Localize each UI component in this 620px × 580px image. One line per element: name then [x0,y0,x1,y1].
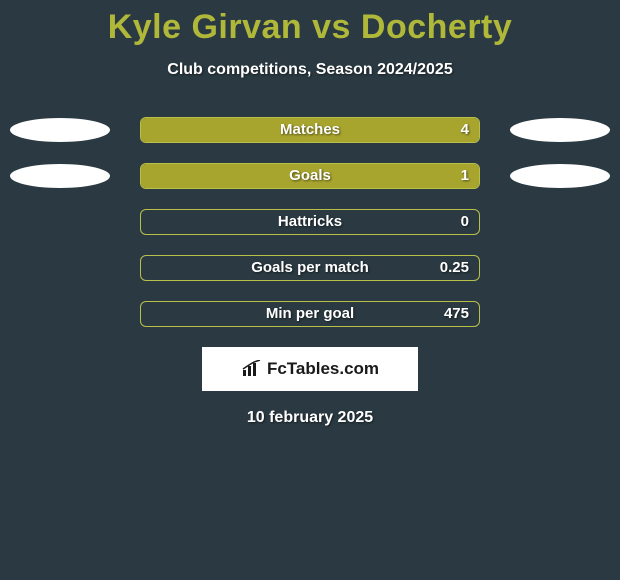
player-left-marker [10,164,110,188]
stat-value: 4 [461,121,469,138]
stat-label: Min per goal [141,305,479,322]
page-subtitle: Club competitions, Season 2024/2025 [0,61,620,79]
logo-box: FcTables.com [202,347,418,391]
stat-label: Goals per match [141,259,479,276]
stat-row: Min per goal475 [0,301,620,327]
stat-value: 475 [444,305,469,322]
logo-text: FcTables.com [267,359,379,379]
page-title: Kyle Girvan vs Docherty [0,0,620,47]
stats-container: Matches4Goals1Hattricks0Goals per match0… [0,117,620,327]
stat-label: Hattricks [141,213,479,230]
stat-bar: Goals per match0.25 [140,255,480,281]
stat-label: Matches [141,121,479,138]
stat-bar: Matches4 [140,117,480,143]
stat-bar: Goals1 [140,163,480,189]
player-left-marker [10,118,110,142]
stat-row: Hattricks0 [0,209,620,235]
stat-value: 0.25 [440,259,469,276]
stat-bar: Hattricks0 [140,209,480,235]
stat-row: Goals1 [0,163,620,189]
stat-row: Matches4 [0,117,620,143]
stat-row: Goals per match0.25 [0,255,620,281]
stat-bar: Min per goal475 [140,301,480,327]
stat-value: 0 [461,213,469,230]
stat-value: 1 [461,167,469,184]
logo: FcTables.com [241,359,379,379]
date-text: 10 february 2025 [0,409,620,427]
player-right-marker [510,118,610,142]
bar-chart-icon [241,360,263,378]
player-right-marker [510,164,610,188]
stat-label: Goals [141,167,479,184]
